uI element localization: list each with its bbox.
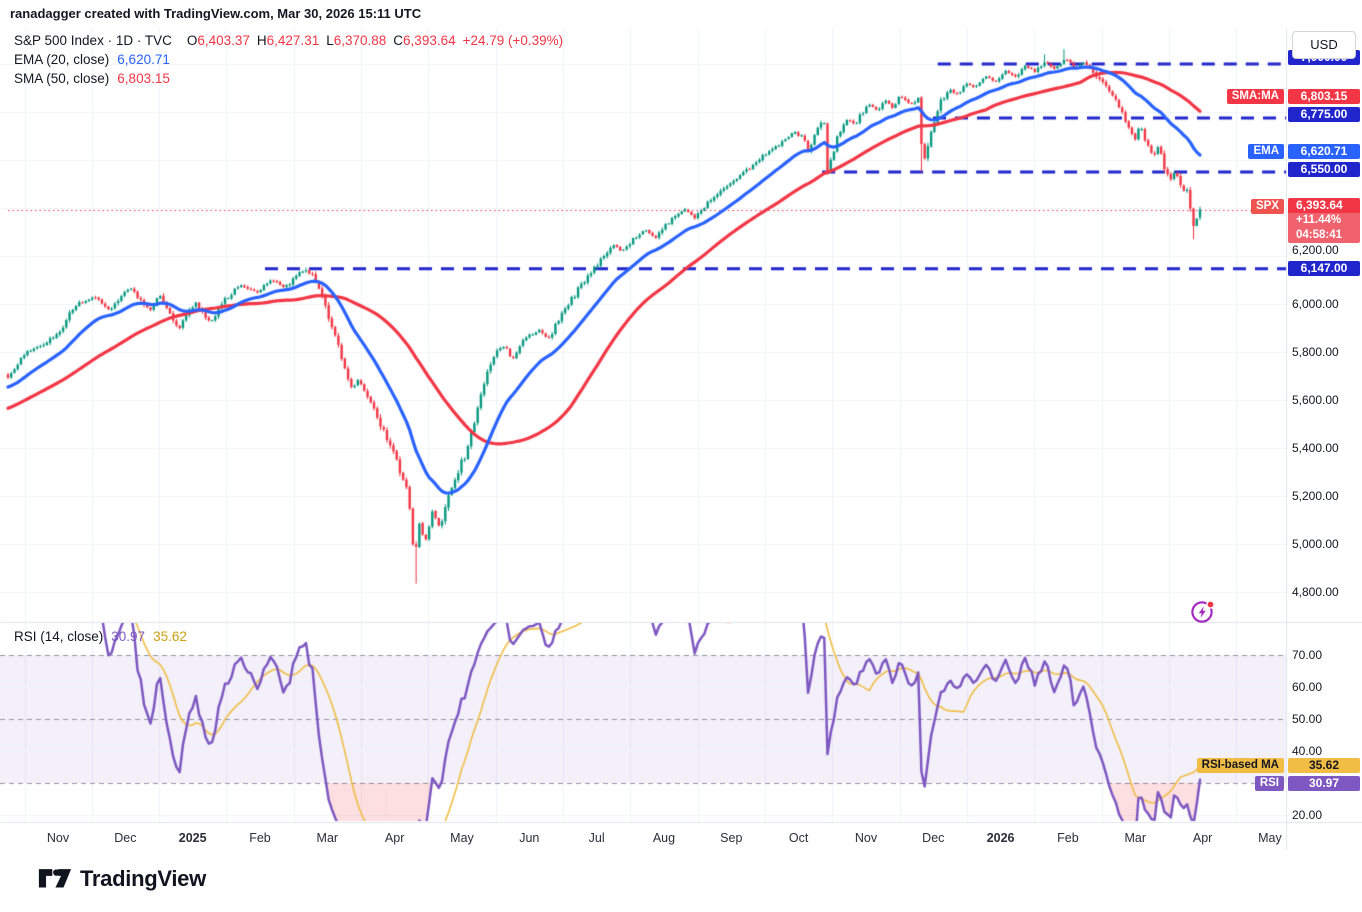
month-label: 2026 [986, 831, 1015, 845]
spx-change-percent: +11.44% [1288, 213, 1360, 228]
tradingview-wordmark: TradingView [80, 866, 206, 891]
month-label: Mar [1124, 831, 1147, 845]
symbol-title: S&P 500 Index · 1D · TVC [14, 33, 172, 48]
spx-price-label: 6,393.64 +11.44% 04:58:41 [1288, 198, 1360, 243]
rsi-legend: RSI (14, close) 30.97 35.62 [14, 629, 187, 644]
ohlc-value: 6,427.31 [266, 33, 320, 48]
rsi-ma-axis-label: 35.62 [1288, 758, 1360, 773]
sma-legend-row: SMA (50, close) 6,803.15 [14, 69, 563, 88]
currency-button[interactable]: USD [1292, 31, 1356, 59]
realtime-flash-icon[interactable] [1189, 598, 1217, 626]
notification-dot [1206, 600, 1215, 609]
tradingview-mark-icon [38, 869, 72, 888]
month-label: Apr [1192, 831, 1213, 845]
rsi-tick-label: 70.00 [1292, 647, 1323, 662]
rsi-ma-legend-value: 35.62 [153, 629, 187, 644]
price-tick-label: 6,200.00 [1292, 243, 1339, 257]
ema-axis-label: 6,620.71 [1288, 144, 1360, 159]
ohlc-value: 6,370.88 [333, 33, 387, 48]
sma-legend-label: SMA (50, close) [14, 71, 110, 86]
price-tick-label: 5,800.00 [1292, 345, 1339, 359]
spx-tag: SPX [1250, 199, 1284, 214]
month-label: 2025 [178, 831, 207, 845]
spx-last-price: 6,393.64 [1288, 198, 1360, 213]
ohlc-letter: C [393, 33, 404, 48]
flash-circle [1191, 601, 1213, 623]
month-label: Jul [588, 831, 605, 845]
ohlc-values: O6,403.37 H6,427.31 L6,370.88 C6,393.64 [180, 33, 456, 48]
level-label-6775: 6,775.00 [1288, 107, 1360, 122]
month-label: Mar [316, 831, 339, 845]
month-label: Feb [1057, 831, 1079, 845]
rsi-legend-value: 30.97 [111, 629, 146, 644]
ohlc-letter: H [256, 33, 267, 48]
rsi-tag: RSI [1254, 776, 1284, 791]
rsi-legend-label: RSI (14, close) [14, 629, 104, 644]
month-label: May [1258, 831, 1282, 845]
sma-legend-value: 6,803.15 [117, 71, 170, 86]
level-label-6147: 6,147.00 [1288, 261, 1360, 276]
rsi-tick-label: 40.00 [1292, 743, 1323, 758]
month-label: Sep [720, 831, 743, 845]
sma-tag: SMA:MA [1226, 89, 1284, 104]
sma-axis-label: 6,803.15 [1288, 89, 1360, 104]
ohlc-value: 6,393.64 [403, 33, 456, 48]
symbol-row: S&P 500 Index · 1D · TVC O6,403.37 H6,427.… [14, 31, 563, 50]
price-tick-label: 5,000.00 [1292, 537, 1339, 551]
spx-countdown: 04:58:41 [1288, 228, 1360, 243]
rsi-ma-tag: RSI-based MA [1196, 758, 1284, 773]
ohlc-value: 6,403.37 [197, 33, 250, 48]
price-tick-label: 4,800.00 [1292, 585, 1339, 599]
month-label: Dec [922, 831, 945, 845]
rsi-tick-label: 60.00 [1292, 679, 1323, 694]
month-label: Feb [249, 831, 271, 845]
attribution-text: ranadagger created with TradingView.com,… [10, 6, 422, 21]
rsi-axis-label: 30.97 [1288, 776, 1360, 791]
price-tick-label: 5,600.00 [1292, 393, 1339, 407]
chart-canvas[interactable] [0, 0, 1362, 850]
lightning-bolt-icon [1198, 606, 1206, 618]
month-label: Aug [652, 831, 676, 845]
price-tick-label: 6,000.00 [1292, 297, 1339, 311]
month-label: Nov [854, 831, 878, 845]
ema-tag: EMA [1248, 144, 1284, 159]
month-label: Oct [788, 831, 809, 845]
change-value: +24.79 (+0.39%) [462, 33, 564, 48]
ema-legend-row: EMA (20, close) 6,620.71 [14, 50, 563, 69]
month-label: Nov [46, 831, 70, 845]
ema-legend-label: EMA (20, close) [14, 52, 110, 67]
price-tick-label: 5,200.00 [1292, 489, 1339, 503]
rsi-tick-label: 20.00 [1292, 807, 1323, 822]
price-tick-label: 5,400.00 [1292, 441, 1339, 455]
month-label: Jun [519, 831, 540, 845]
ohlc-letter: L [326, 33, 334, 48]
ema-legend-value: 6,620.71 [117, 52, 170, 67]
rsi-tick-label: 50.00 [1292, 711, 1323, 726]
month-label: May [450, 831, 474, 845]
tradingview-logo[interactable]: TradingView [38, 866, 206, 892]
level-label-6550: 6,550.00 [1288, 162, 1360, 177]
month-label: Apr [384, 831, 405, 845]
main-legend: S&P 500 Index · 1D · TVC O6,403.37 H6,427.… [14, 31, 563, 88]
month-label: Dec [114, 831, 137, 845]
ohlc-letter: O [186, 33, 198, 48]
